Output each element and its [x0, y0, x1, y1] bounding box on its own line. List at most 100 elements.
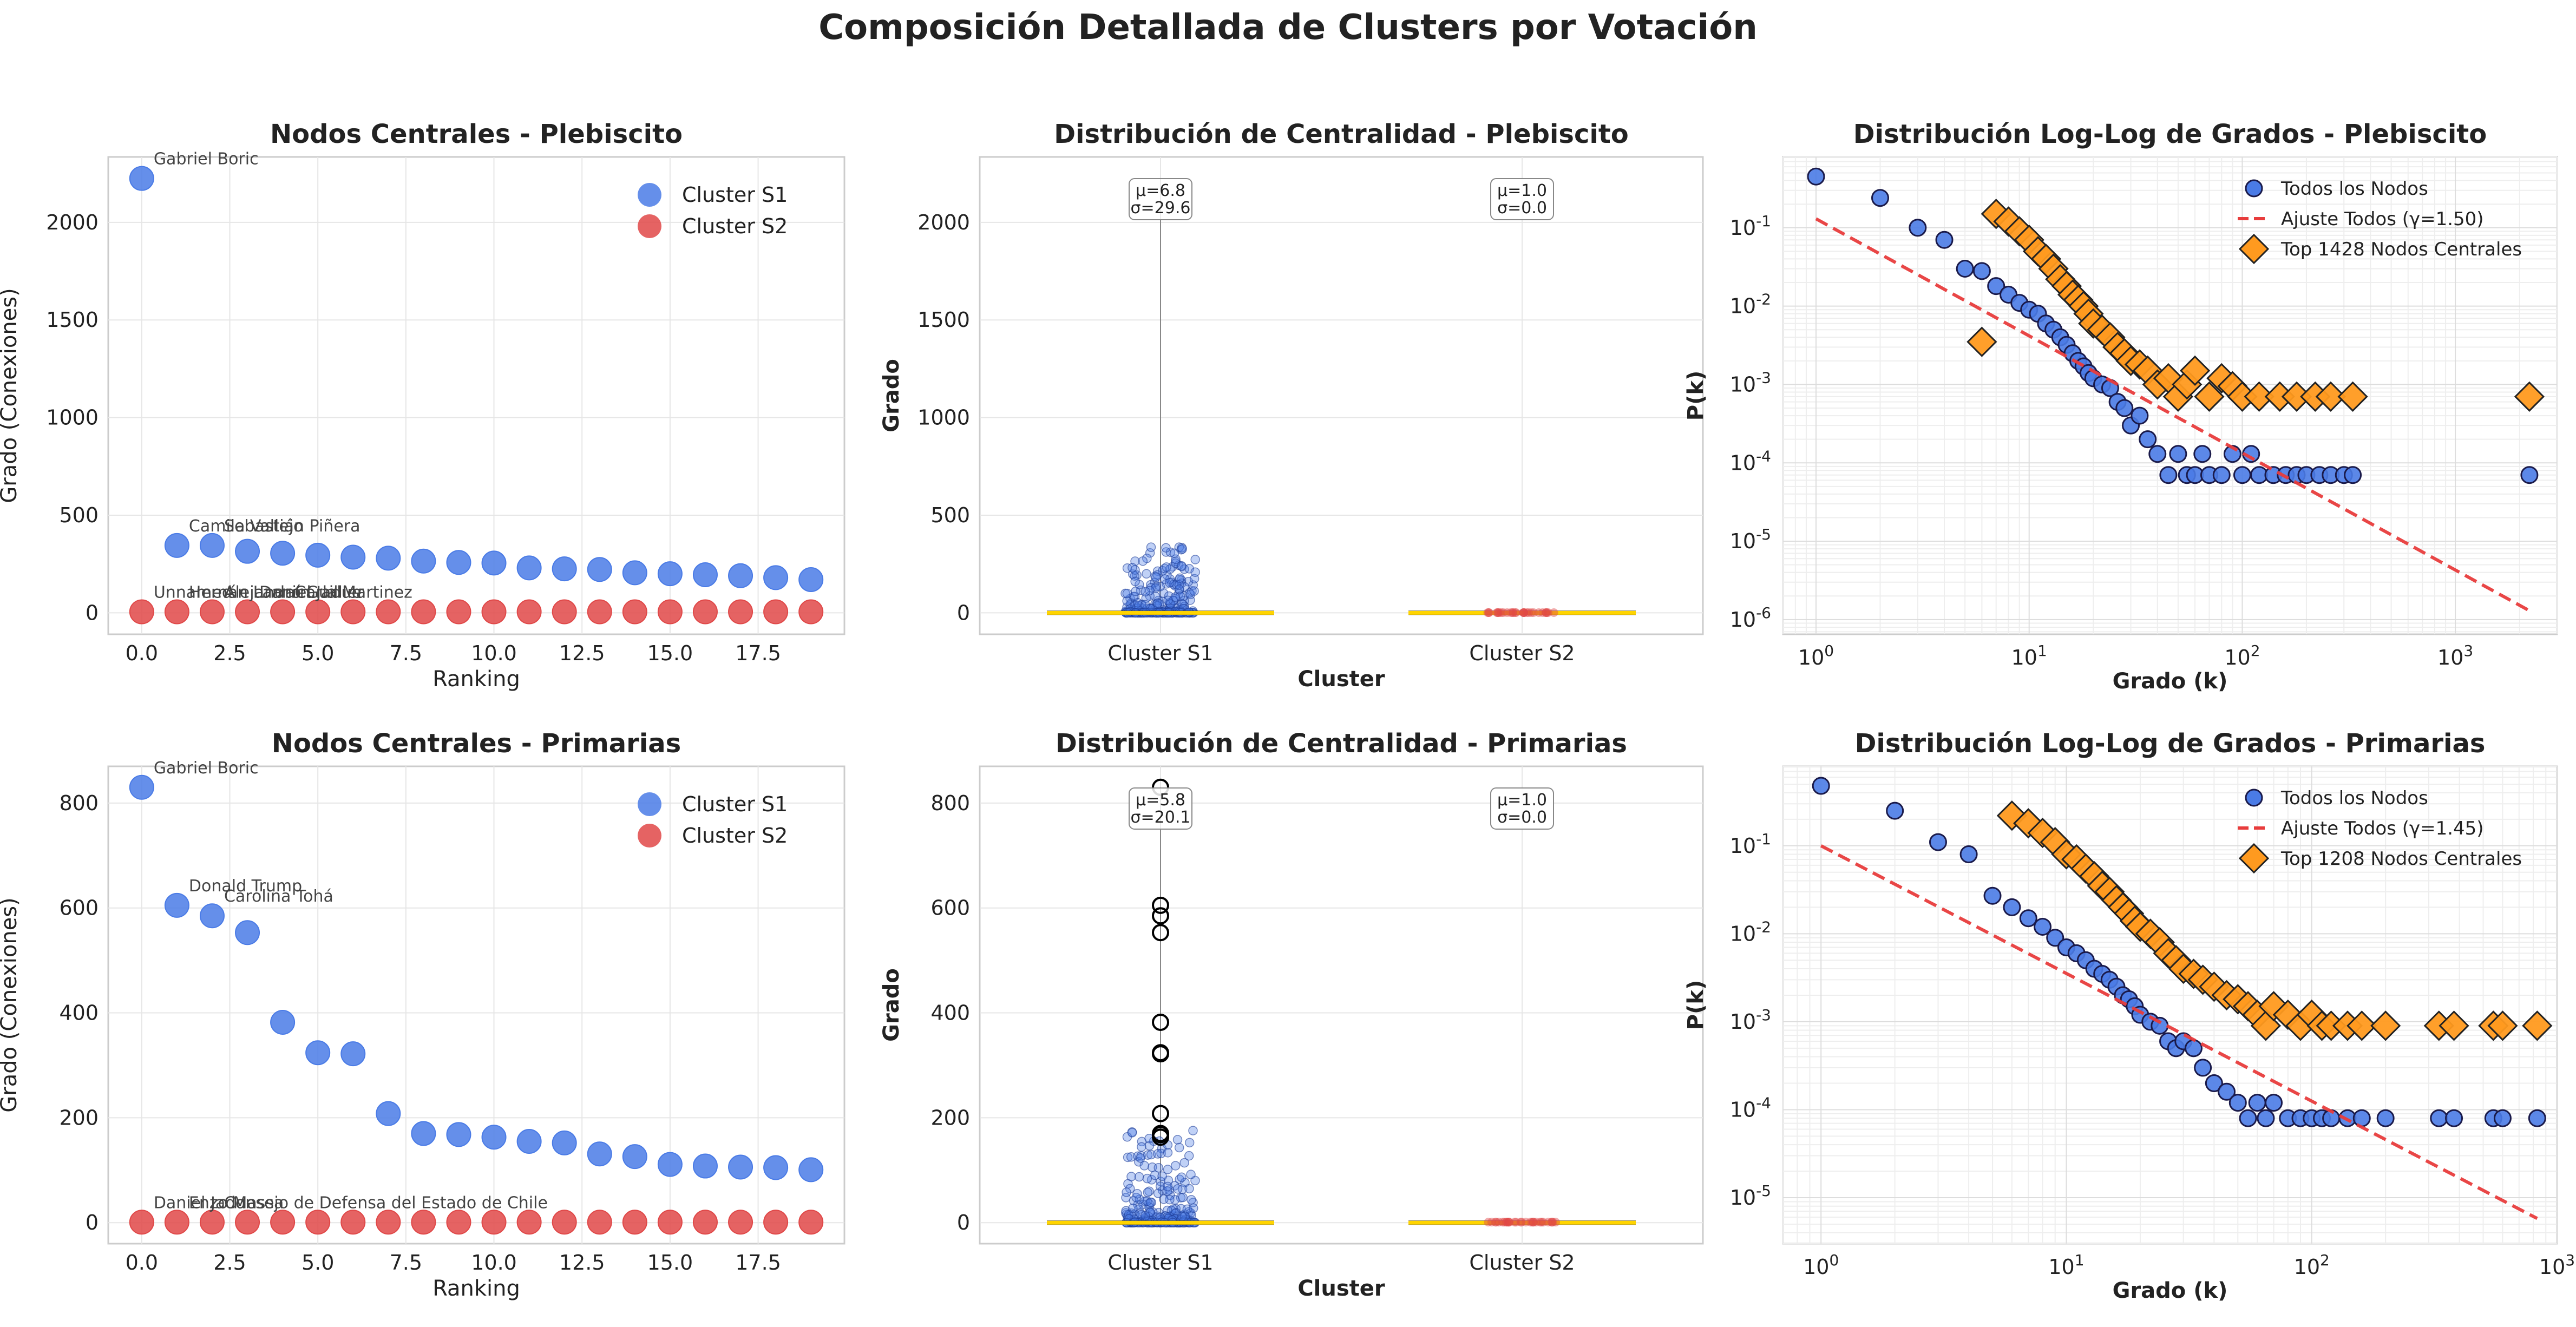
jitter-point-s2	[1503, 608, 1512, 617]
data-point-s1	[199, 903, 225, 929]
legend-marker	[638, 183, 661, 207]
all-nodes-point	[2493, 1109, 2512, 1127]
top-nodes-point	[2370, 1010, 2401, 1041]
all-nodes-point	[1935, 231, 1954, 249]
all-nodes-point	[1983, 886, 2002, 905]
y-tick-label: 10-2	[1730, 918, 1771, 945]
all-nodes-point	[2265, 1094, 2283, 1112]
jitter-point-s1	[1122, 1187, 1131, 1197]
data-point-s1	[270, 541, 296, 566]
jitter-point-s1	[1165, 574, 1175, 584]
data-point-s2	[340, 599, 366, 625]
jitter-point-s1	[1169, 548, 1179, 558]
data-point-s2	[376, 599, 401, 625]
point-annotation: Daniel Jadue	[259, 583, 362, 602]
panel-title: Nodos Centrales - Primarias	[272, 728, 681, 759]
all-nodes-point	[1886, 802, 1904, 820]
data-point-s2	[129, 1210, 154, 1235]
jitter-point-s1	[1146, 542, 1156, 552]
jitter-point-s2	[1524, 608, 1533, 617]
data-point-s2	[235, 599, 260, 625]
jitter-point-s2	[1508, 608, 1517, 617]
jitter-point-s2	[1529, 608, 1538, 617]
jitter-point-s1	[1159, 1194, 1169, 1204]
jitter-point-s1	[1140, 587, 1150, 597]
y-tick-label: 800	[930, 791, 970, 815]
all-nodes-point	[2212, 466, 2231, 484]
jitter-point-s2	[1500, 1218, 1509, 1227]
jitter-point-s2	[1547, 1218, 1556, 1227]
legend-label: Cluster S1	[682, 792, 788, 816]
panel-bottom-left-frame	[107, 765, 845, 1245]
data-point-s2	[657, 1210, 683, 1235]
jitter-point-s2	[1541, 608, 1550, 617]
legend-label: Todos los Nodos	[2280, 178, 2428, 200]
outlier-marker	[1152, 1105, 1169, 1122]
data-point-s2	[516, 1210, 542, 1235]
legend-label: Cluster S1	[682, 183, 788, 207]
fit-line	[1820, 844, 2538, 1220]
y-tick-label: 0	[957, 601, 970, 625]
data-point-s1	[587, 1141, 612, 1167]
legend-marker-top	[2238, 233, 2270, 265]
legend-label: Top 1428 Nodos Centrales	[2280, 239, 2522, 260]
all-nodes-point	[2184, 1039, 2203, 1057]
jitter-point-s1	[1137, 1142, 1146, 1152]
data-point-s1	[516, 1129, 542, 1154]
data-point-s2	[728, 599, 753, 625]
data-point-s2	[199, 1210, 225, 1235]
all-nodes-point	[2239, 1109, 2257, 1127]
jitter-point-s1	[1142, 569, 1151, 579]
y-tick-label: 1000	[46, 406, 99, 430]
x-tick-label: 103	[2437, 642, 2473, 669]
legend-label: Todos los Nodos	[2280, 787, 2428, 809]
jitter-point-s1	[1157, 1171, 1167, 1181]
jitter-point-s1	[1130, 576, 1140, 587]
y-tick-label: 10-5	[1730, 1182, 1771, 1210]
data-point-s2	[587, 599, 612, 625]
data-point-s1	[481, 550, 507, 576]
y-tick-label: 1500	[46, 308, 99, 332]
all-nodes-point	[2376, 1109, 2395, 1127]
data-point-s2	[481, 599, 507, 625]
outlier-marker	[1152, 1045, 1169, 1063]
jitter-point-s1	[1151, 572, 1161, 582]
data-point-s2	[622, 1210, 647, 1235]
all-nodes-point	[1929, 833, 1947, 851]
data-point-s1	[552, 556, 577, 582]
jitter-point-s1	[1145, 1207, 1155, 1217]
outlier-marker	[1152, 1128, 1169, 1146]
jitter-point-s1	[1177, 599, 1187, 608]
data-point-s1	[516, 555, 542, 581]
all-nodes-point	[2019, 909, 2037, 928]
jitter-point-s1	[1170, 1161, 1181, 1171]
all-nodes-point	[1812, 777, 1830, 795]
data-point-s1	[305, 542, 331, 568]
jitter-point-s1	[1128, 1204, 1138, 1213]
data-point-s2	[692, 599, 718, 625]
outlier-marker	[1152, 924, 1169, 942]
all-nodes-point	[2193, 445, 2212, 463]
stat-sigma: σ=0.0	[1497, 199, 1547, 218]
all-nodes-point	[2003, 898, 2021, 916]
panel-bottom-left: Nodos Centrales - Primarias 0.0 2.5 5.0 7.5 1…	[0, 728, 845, 1301]
jitter-point-s1	[1143, 1187, 1153, 1198]
data-point-s2	[657, 599, 683, 625]
jitter-point-s1	[1184, 1151, 1194, 1161]
all-nodes-point	[2218, 1082, 2236, 1101]
legend-marker	[638, 824, 661, 848]
data-point-s1	[340, 1041, 366, 1067]
stat-mu: μ=1.0	[1497, 791, 1547, 810]
top-nodes-point	[2194, 381, 2225, 412]
jitter-point-s2	[1495, 608, 1504, 617]
y-tick-label: 2000	[917, 211, 970, 234]
jitter-point-s2	[1536, 1218, 1545, 1227]
data-point-s1	[692, 562, 718, 587]
jitter-point-s2	[1492, 608, 1502, 617]
point-annotation: Unnamed	[154, 583, 232, 602]
stat-sigma: σ=20.1	[1131, 808, 1191, 827]
y-tick-label: 400	[930, 1001, 970, 1025]
jitter-point-s2	[1504, 1218, 1513, 1227]
x-tick-label: Cluster S2	[1469, 1251, 1575, 1275]
